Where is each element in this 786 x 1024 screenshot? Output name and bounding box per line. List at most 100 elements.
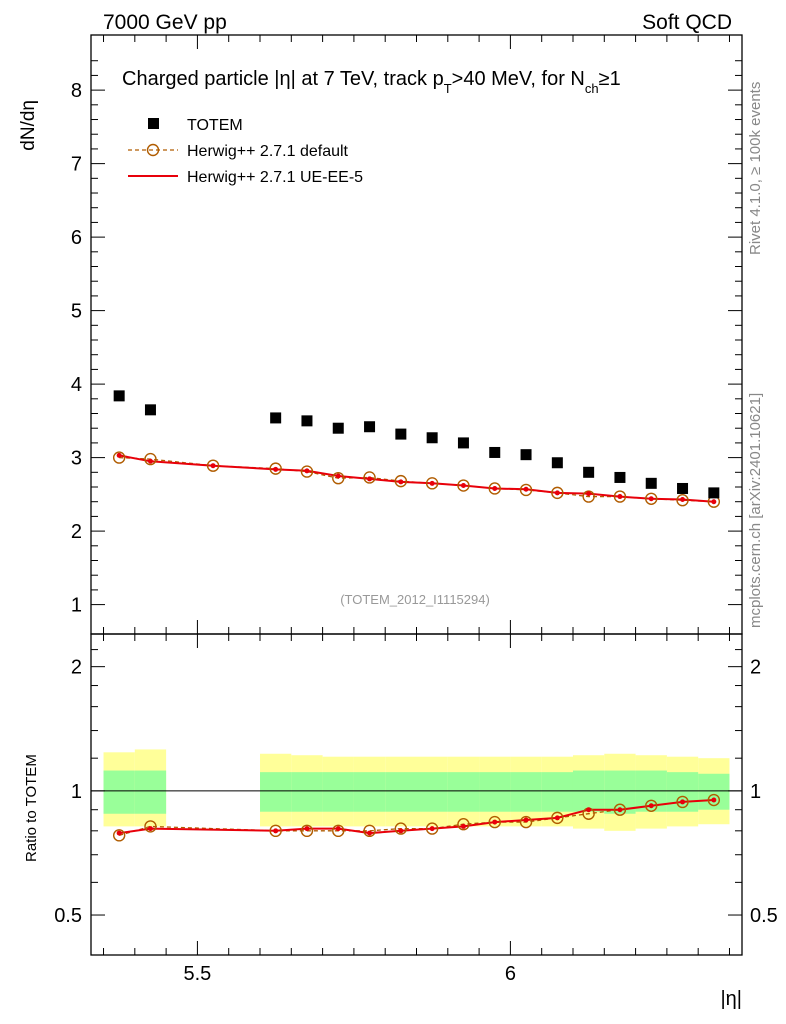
series-ue-point xyxy=(586,491,592,497)
series-totem-point xyxy=(364,421,376,433)
series-default-point xyxy=(332,471,345,485)
ratio-default-point xyxy=(425,822,439,835)
series-ue-point xyxy=(554,490,560,496)
series-ue-point xyxy=(116,452,122,458)
legend-label-ue: Herwig++ 2.7.1 UE-EE-5 xyxy=(187,169,363,186)
series-default-point xyxy=(488,482,501,495)
band-green-9 xyxy=(479,772,511,812)
ratio-ue-point xyxy=(460,823,466,829)
series-totem-point xyxy=(583,466,595,478)
ratio-default-point xyxy=(144,820,157,833)
ratio-ue-point xyxy=(335,826,341,832)
x-tick-label: 6 xyxy=(505,963,516,985)
series-default-point xyxy=(206,459,220,472)
band-green-11 xyxy=(541,772,573,812)
ratio-default-point xyxy=(707,793,721,807)
series xyxy=(112,390,721,842)
series-ue-point xyxy=(398,479,404,485)
y-tick-label: 8 xyxy=(71,80,82,102)
series-ue-point xyxy=(273,466,279,472)
series-ue-point xyxy=(304,468,310,474)
x-axis-label: |η| xyxy=(720,988,742,1010)
title-sub-pt: T xyxy=(444,81,452,96)
series-default-point xyxy=(269,462,282,475)
ratio-ue-point xyxy=(398,828,404,834)
band-green-6 xyxy=(385,772,417,812)
series-ue-point xyxy=(335,473,341,479)
band-green-13 xyxy=(604,770,636,814)
ratio-ue-point xyxy=(711,797,717,803)
series-default-point xyxy=(144,452,157,466)
y-tick-label: 2 xyxy=(71,521,82,543)
title-part-b: >40 MeV, for N xyxy=(452,68,585,90)
series-default-point xyxy=(112,451,126,464)
ratio-default-point xyxy=(394,822,408,835)
ratio-tick-label-right: 1 xyxy=(750,781,761,803)
band-green-2 xyxy=(260,772,292,812)
series-default-point xyxy=(645,492,658,505)
series-ue-point xyxy=(147,458,153,464)
ratio-ue-point xyxy=(304,826,310,832)
ratio-tick-label: 0.5 xyxy=(54,905,82,927)
legend-marker-totem xyxy=(148,118,159,129)
y-tick-label: 3 xyxy=(71,448,82,470)
band-green-1 xyxy=(134,770,167,814)
series-totem-point xyxy=(489,446,501,458)
side-label-rivet: Rivet 4.1.0, ≥ 100k events xyxy=(747,82,764,255)
series-totem-point xyxy=(301,415,313,427)
ratio-default-point xyxy=(269,824,282,838)
y-tick-label: 6 xyxy=(71,227,82,249)
series-ue-point xyxy=(367,476,373,482)
ratio-tick-label: 2 xyxy=(71,657,82,679)
series-default-point xyxy=(300,465,314,478)
ratio-ue-point xyxy=(617,807,623,813)
series-ue-point xyxy=(680,497,686,503)
series-default-point xyxy=(394,474,408,488)
band-green-5 xyxy=(353,772,386,812)
ratio-y-axis-label: Ratio to TOTEM xyxy=(23,754,40,862)
series-ue-point xyxy=(648,496,654,502)
title-sub-nch: ch xyxy=(585,81,599,96)
series-ue-point xyxy=(210,463,216,469)
legend: TOTEM Herwig++ 2.7.1 default Herwig++ 2.… xyxy=(128,117,363,186)
ratio-ue-point xyxy=(116,830,122,836)
ratio-default-point xyxy=(613,803,627,816)
ratio-default-point xyxy=(519,815,533,829)
ratio-default-point xyxy=(645,799,658,812)
series-default-point xyxy=(613,490,627,503)
header-right: Soft QCD xyxy=(642,11,732,34)
series-totem-point xyxy=(332,422,344,434)
series-totem-point xyxy=(113,390,125,402)
legend-label-totem: TOTEM xyxy=(187,117,243,134)
band-green-8 xyxy=(447,772,480,812)
series-ue-point xyxy=(617,494,623,500)
series-default-point xyxy=(519,483,533,497)
series-default-point xyxy=(457,479,470,492)
series-totem-point xyxy=(395,428,407,440)
ratio-default-point xyxy=(363,824,376,838)
series-totem-point xyxy=(551,457,563,469)
band-green-4 xyxy=(322,772,354,812)
y-axis-label: dN/dη xyxy=(18,100,39,151)
ratio-default-point xyxy=(457,818,470,831)
ratio-default-point xyxy=(300,824,314,838)
series-ue-point xyxy=(492,485,498,491)
axes: 1 2 3 4 5 6 7 8 5.5 6 0.5 0.5 1 1 2 2 xyxy=(54,34,778,985)
y-tick-label: 1 xyxy=(71,595,82,617)
band-green-7 xyxy=(416,772,448,812)
series-totem-point xyxy=(677,482,689,494)
series-default-point xyxy=(676,494,689,507)
legend-label-default: Herwig++ 2.7.1 default xyxy=(187,143,349,160)
ratio-default-point xyxy=(332,824,345,838)
series-ue-point xyxy=(711,499,717,505)
ratio-ue-point xyxy=(648,803,654,809)
series-ue-point xyxy=(523,486,529,492)
series-ue-point xyxy=(460,483,466,489)
series-totem-point xyxy=(270,412,282,424)
series-totem-point xyxy=(144,404,156,416)
ratio-tick-label: 1 xyxy=(71,781,82,803)
ratio-tick-label-right: 0.5 xyxy=(750,905,778,927)
band-green-15 xyxy=(666,772,699,812)
legend-marker-default xyxy=(146,143,160,157)
